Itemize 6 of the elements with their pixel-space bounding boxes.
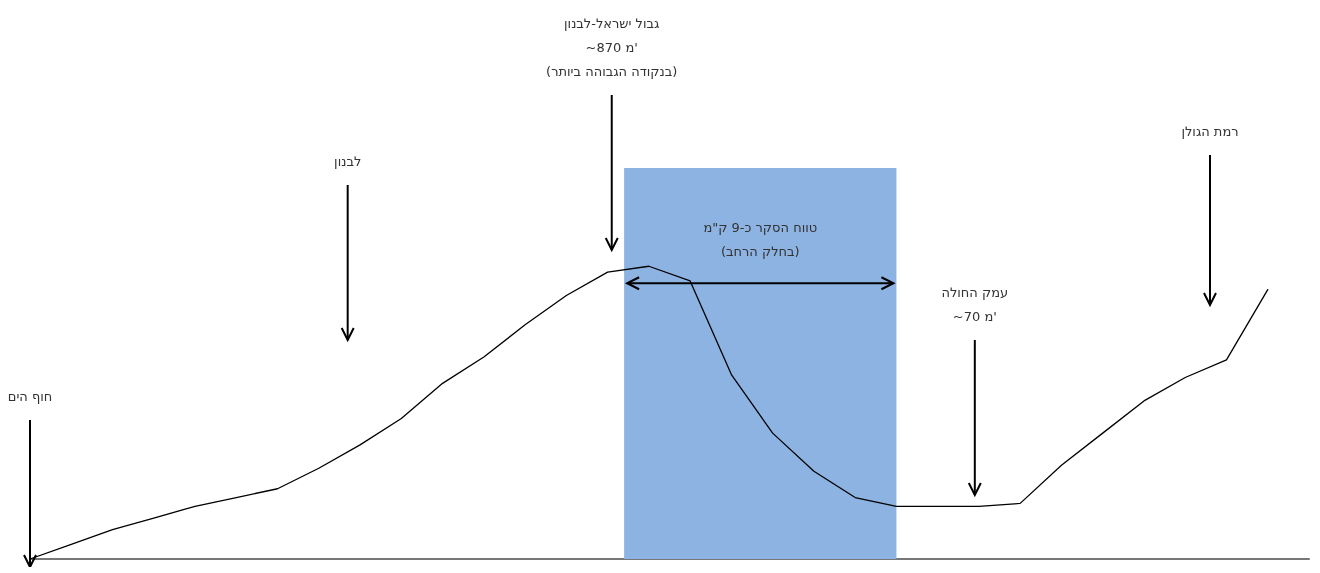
text: לבנון: [334, 153, 362, 169]
annotation: עמק החולה ~70 מ': [941, 284, 1009, 324]
text: טווח הסקר כ-9 ק"מ (בחלק הרחב): [703, 219, 818, 259]
text: גבול ישראל-לבנון ~870 מ' (בנקודה הגבוהה ביותר): [546, 15, 678, 79]
annotation: חוף הים: [7, 388, 53, 404]
text: רמת הגולן: [1181, 123, 1239, 139]
